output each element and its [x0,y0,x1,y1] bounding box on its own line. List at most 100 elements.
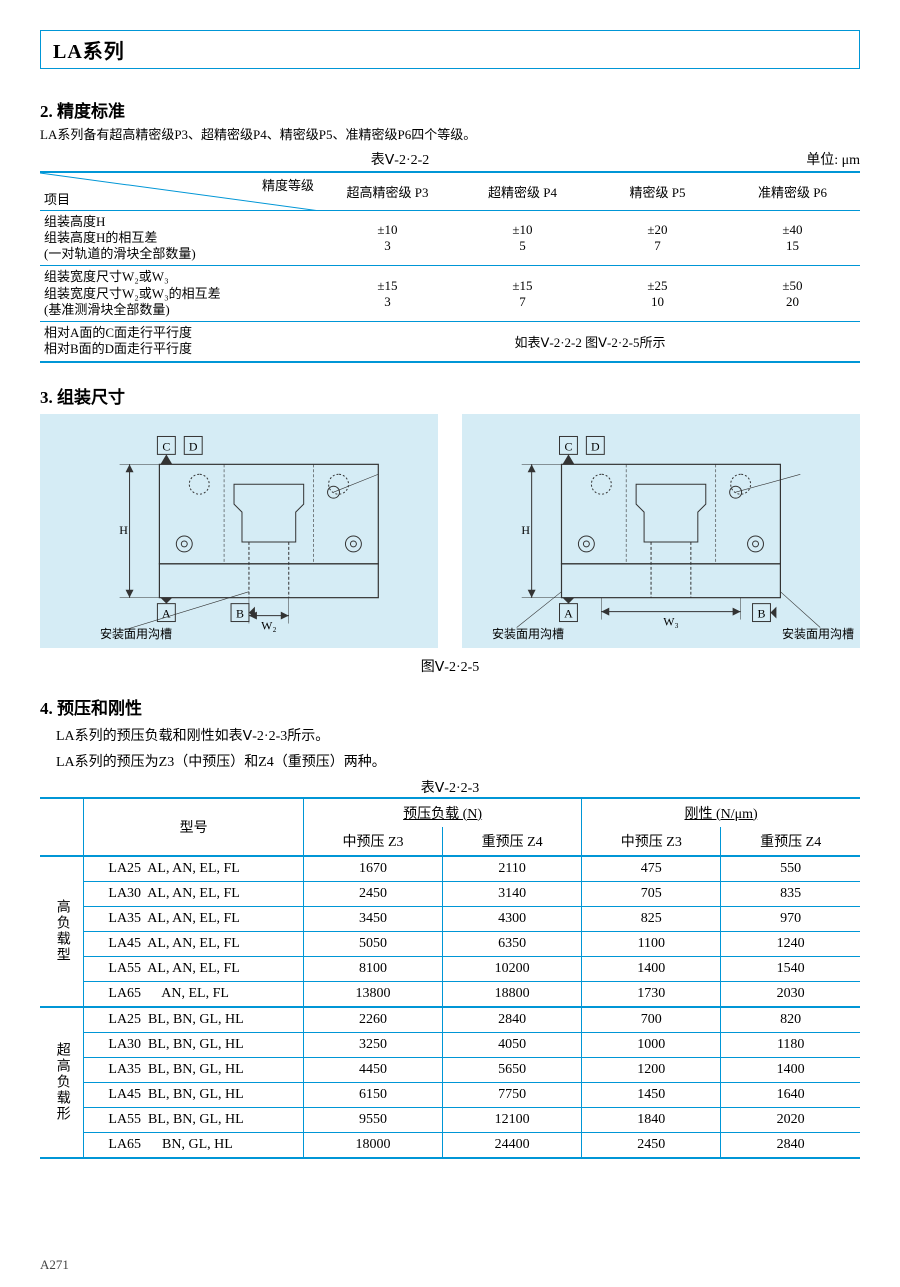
t2-value-cell: 970 [721,906,860,931]
t2-value-cell: 8100 [303,956,442,981]
t1-r1-c2: ±10 5 [455,210,590,266]
t2-value-cell: 1670 [303,856,442,882]
groove-label-rr: 安装面用沟槽 [782,625,854,642]
table1-unit: 单位: μm [760,149,860,169]
t2-value-cell: 4300 [443,906,582,931]
t2-value-cell: 1000 [582,1032,721,1057]
t2-model-cell: LA35 BL, BN, GL, HL [84,1057,304,1082]
t2-value-cell: 18000 [303,1132,442,1158]
sec4-line2: LA系列的预压为Z3（中预压）和Z4（重预压）两种。 [40,751,860,771]
t2-value-cell: 10200 [443,956,582,981]
svg-text:W₃: W₃ [663,614,678,628]
t2-hdr-z3a: 中预压 Z3 [303,827,442,856]
t2-group-label: 高负载型 [40,856,84,1007]
t2-hdr-z3b: 中预压 Z3 [582,827,721,856]
svg-text:B: B [758,606,766,620]
t2-model-cell: LA55 BL, BN, GL, HL [84,1107,304,1132]
t2-value-cell: 1730 [582,981,721,1007]
t2-value-cell: 820 [721,1007,860,1033]
figure-caption: 图Ⅴ-2·2-5 [40,656,860,676]
t2-value-cell: 1450 [582,1082,721,1107]
t2-hdr-z4a: 重预压 Z4 [443,827,582,856]
t2-value-cell: 6350 [443,931,582,956]
table1-caption-row: 表Ⅴ-2·2-2 单位: μm [40,149,860,169]
t2-value-cell: 5050 [303,931,442,956]
sec2-desc: LA系列备有超高精密级P3、超精密级P4、精密级P5、准精密级P6四个等级。 [40,124,860,143]
t2-value-cell: 13800 [303,981,442,1007]
t2-model-cell: LA35 AL, AN, EL, FL [84,906,304,931]
t2-hdr-preload: 预压负载 (N) [303,798,581,827]
t2-value-cell: 1240 [721,931,860,956]
t2-model-cell: LA45 AL, AN, EL, FL [84,931,304,956]
diagram-right: C D A B H W₃ 安装面用沟槽 安装面用沟槽 [462,414,860,648]
t2-value-cell: 1540 [721,956,860,981]
t2-value-cell: 2450 [303,881,442,906]
t2-model-cell: LA25 BL, BN, GL, HL [84,1007,304,1033]
t2-value-cell: 3450 [303,906,442,931]
svg-text:C: C [162,439,170,453]
t2-value-cell: 2260 [303,1007,442,1033]
svg-text:B: B [236,606,244,620]
t1-r1-c4: ±40 15 [725,210,860,266]
t2-value-cell: 2110 [443,856,582,882]
t1-r1-c3: ±20 7 [590,210,725,266]
t2-value-cell: 24400 [443,1132,582,1158]
t1-item-label: 项目 [44,189,70,208]
t2-value-cell: 3140 [443,881,582,906]
table1-caption: 表Ⅴ-2·2-2 [40,149,760,169]
t1-r2-c2: ±15 7 [455,266,590,322]
t2-value-cell: 18800 [443,981,582,1007]
t1-row3-label: 相对A面的C面走行平行度 相对B面的D面走行平行度 [40,322,320,362]
page-title-box: LA系列 [40,30,860,69]
precision-table: 项目 精度等级 超高精密级 P3 超精密级 P4 精密级 P5 准精密级 P6 … [40,171,860,363]
svg-text:C: C [564,439,572,453]
t1-r3-span: 如表Ⅴ-2·2-2 图Ⅴ-2·2-5所示 [320,322,860,362]
svg-text:W₂: W₂ [261,618,276,632]
t2-value-cell: 2840 [721,1132,860,1158]
t1-r2-c4: ±50 20 [725,266,860,322]
t2-value-cell: 1180 [721,1032,860,1057]
t2-value-cell: 4450 [303,1057,442,1082]
diagram-left: C D A B H W₂ 安装面用沟槽 [40,414,438,648]
t1-r1-c1: ±10 3 [320,210,455,266]
t2-value-cell: 825 [582,906,721,931]
t1-r2-c3: ±25 10 [590,266,725,322]
diagram-row: C D A B H W₂ 安装面用沟槽 [40,414,860,648]
t2-model-cell: LA30 BL, BN, GL, HL [84,1032,304,1057]
t2-hdr-z4b: 重预压 Z4 [721,827,860,856]
t1-hdr-p3: 超高精密级 P3 [320,172,455,210]
sec2-heading: 2. 精度标准 [40,97,860,122]
svg-text:H: H [521,522,530,536]
t2-value-cell: 700 [582,1007,721,1033]
t2-value-cell: 1400 [582,956,721,981]
t1-row2-label: 组装宽度尺寸W₂或W₃ 组装宽度尺寸W₂或W₃的相互差 (基准测滑块全部数量) [40,266,320,322]
page-number: A271 [40,1257,69,1273]
sec4-line1: LA系列的预压负载和刚性如表Ⅴ-2·2-3所示。 [40,725,860,745]
t2-value-cell: 1100 [582,931,721,956]
t2-value-cell: 6150 [303,1082,442,1107]
t2-value-cell: 1840 [582,1107,721,1132]
t1-grade-label: 精度等级 [262,175,314,194]
t1-hdr-p4: 超精密级 P4 [455,172,590,210]
sec3-heading: 3. 组装尺寸 [40,383,860,408]
t2-value-cell: 7750 [443,1082,582,1107]
t2-model-cell: LA45 BL, BN, GL, HL [84,1082,304,1107]
t2-hdr-model: 型号 [84,798,304,856]
table2-caption: 表Ⅴ-2·2-3 [40,777,860,797]
svg-text:D: D [591,439,600,453]
t2-value-cell: 705 [582,881,721,906]
t2-model-cell: LA55 AL, AN, EL, FL [84,956,304,981]
svg-text:D: D [189,439,198,453]
sec4-heading: 4. 预压和刚性 [40,694,860,719]
page-title: LA系列 [53,41,125,63]
t2-group-label: 超高负载形 [40,1007,84,1158]
t2-value-cell: 1400 [721,1057,860,1082]
t2-value-cell: 4050 [443,1032,582,1057]
t2-value-cell: 2020 [721,1107,860,1132]
t2-value-cell: 835 [721,881,860,906]
t2-value-cell: 12100 [443,1107,582,1132]
t2-value-cell: 550 [721,856,860,882]
t2-model-cell: LA65 BN, GL, HL [84,1132,304,1158]
t1-row1-label: 组装高度H 组装高度H的相互差 (一对轨道的滑块全部数量) [40,210,320,266]
t1-hdr-p6: 准精密级 P6 [725,172,860,210]
